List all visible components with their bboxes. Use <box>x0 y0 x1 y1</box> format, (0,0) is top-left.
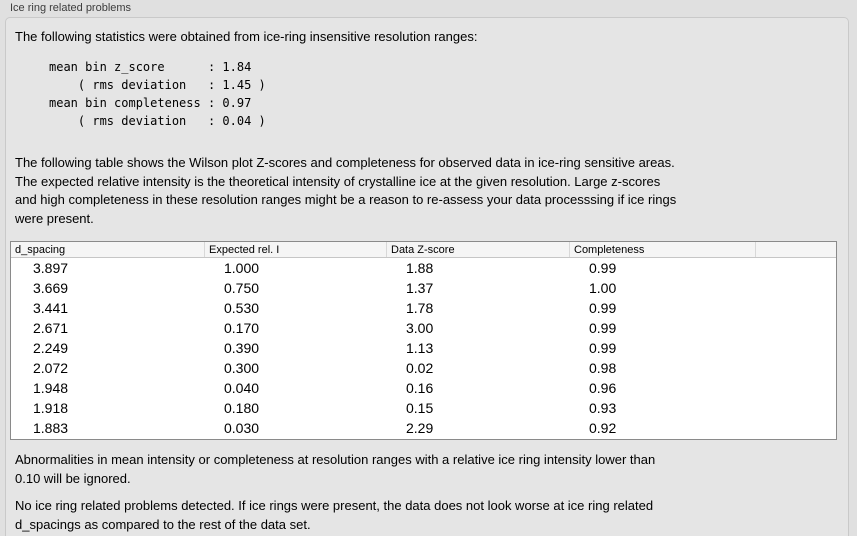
table-cell: 0.15 <box>406 400 434 416</box>
table-row[interactable]: 1.948 0.040 0.16 0.96 <box>11 378 836 398</box>
table-row[interactable]: 3.441 0.530 1.78 0.99 <box>11 298 836 318</box>
table-cell-filler <box>755 418 836 438</box>
table-cell: 0.99 <box>589 320 617 336</box>
table-cell: 3.669 <box>33 280 69 296</box>
table-cell: 1.88 <box>406 260 434 276</box>
table-cell: 0.180 <box>224 400 260 416</box>
group-box-title: Ice ring related problems <box>10 2 132 14</box>
table-cell: 3.897 <box>33 260 69 276</box>
table-cell: 0.16 <box>406 380 434 396</box>
group-box: The following statistics were obtained f… <box>5 17 849 536</box>
table-cell-filler <box>755 258 836 278</box>
table-description: The following table shows the Wilson plo… <box>15 155 677 226</box>
table-cell: 0.98 <box>589 360 617 376</box>
ice-ring-table[interactable]: d_spacing Expected rel. I Data Z-score Comp… <box>10 241 837 440</box>
table-cell: 2.29 <box>406 420 434 436</box>
table-row[interactable]: 1.883 0.030 2.29 0.92 <box>11 418 836 438</box>
table-cell: 2.072 <box>33 360 69 376</box>
table-cell-filler <box>755 398 836 418</box>
table-cell-filler <box>755 378 836 398</box>
conclusion-text: No ice ring related problems detected. I… <box>15 498 654 532</box>
table-cell: 1.918 <box>33 400 69 416</box>
table-cell: 0.390 <box>224 340 260 356</box>
table-cell: 2.671 <box>33 320 69 336</box>
table-cell: 1.00 <box>589 280 617 296</box>
table-row[interactable]: 2.671 0.170 3.00 0.99 <box>11 318 836 338</box>
table-cell: 1.000 <box>224 260 260 276</box>
table-cell-filler <box>755 338 836 358</box>
table-cell: 0.040 <box>224 380 260 396</box>
column-header-data-z-score[interactable]: Data Z-score <box>386 242 569 257</box>
table-body: 3.897 1.000 1.88 0.99 3.669 0.750 1.37 1.00 3.44… <box>11 258 836 438</box>
column-header-completeness[interactable]: Completeness <box>569 242 755 257</box>
column-header-filler <box>755 242 836 257</box>
table-cell-filler <box>755 278 836 298</box>
table-cell: 1.13 <box>406 340 434 356</box>
ignore-note: Abnormalities in mean intensity or compl… <box>15 452 656 486</box>
table-cell-filler <box>755 358 836 378</box>
table-cell: 1.948 <box>33 380 69 396</box>
table-cell: 0.030 <box>224 420 260 436</box>
table-cell: 0.300 <box>224 360 260 376</box>
table-cell: 2.249 <box>33 340 69 356</box>
table-row[interactable]: 2.072 0.300 0.02 0.98 <box>11 358 836 378</box>
table-cell: 0.96 <box>589 380 617 396</box>
table-cell-filler <box>755 298 836 318</box>
table-row[interactable]: 3.897 1.000 1.88 0.99 <box>11 258 836 278</box>
column-header-d-spacing[interactable]: d_spacing <box>15 244 66 256</box>
table-cell: 0.99 <box>589 300 617 316</box>
table-row[interactable]: 2.249 0.390 1.13 0.99 <box>11 338 836 358</box>
table-cell: 3.441 <box>33 300 69 316</box>
table-cell: 1.37 <box>406 280 434 296</box>
table-cell: 3.00 <box>406 320 434 336</box>
table-row[interactable]: 1.918 0.180 0.15 0.93 <box>11 398 836 418</box>
table-cell: 0.170 <box>224 320 260 336</box>
table-cell-filler <box>755 318 836 338</box>
table-header: d_spacing Expected rel. I Data Z-score Comp… <box>11 242 836 258</box>
table-cell: 0.02 <box>406 360 434 376</box>
table-cell: 1.883 <box>33 420 69 436</box>
table-cell: 0.530 <box>224 300 260 316</box>
table-cell: 1.78 <box>406 300 434 316</box>
table-cell: 0.99 <box>589 340 617 356</box>
table-row[interactable]: 3.669 0.750 1.37 1.00 <box>11 278 836 298</box>
intro-text: The following statistics were obtained f… <box>15 29 478 44</box>
column-header-expected-rel-i[interactable]: Expected rel. I <box>204 242 386 257</box>
table-cell: 0.99 <box>589 260 617 276</box>
table-cell: 0.92 <box>589 420 617 436</box>
table-cell: 0.750 <box>224 280 260 296</box>
table-cell: 0.93 <box>589 400 617 416</box>
stats-block: mean bin z_score : 1.84 ( rms deviation … <box>49 60 266 128</box>
